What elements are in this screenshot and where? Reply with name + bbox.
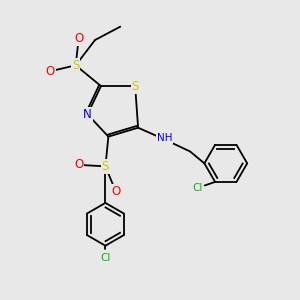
Text: Cl: Cl <box>100 253 111 262</box>
Text: O: O <box>74 158 83 171</box>
Text: NH: NH <box>157 133 172 143</box>
Text: S: S <box>102 160 109 173</box>
Text: S: S <box>131 80 139 93</box>
Text: O: O <box>46 65 55 78</box>
Text: O: O <box>74 32 83 45</box>
Text: N: N <box>83 108 92 121</box>
Text: O: O <box>111 185 120 198</box>
Text: Cl: Cl <box>192 183 202 193</box>
Text: S: S <box>72 59 80 72</box>
